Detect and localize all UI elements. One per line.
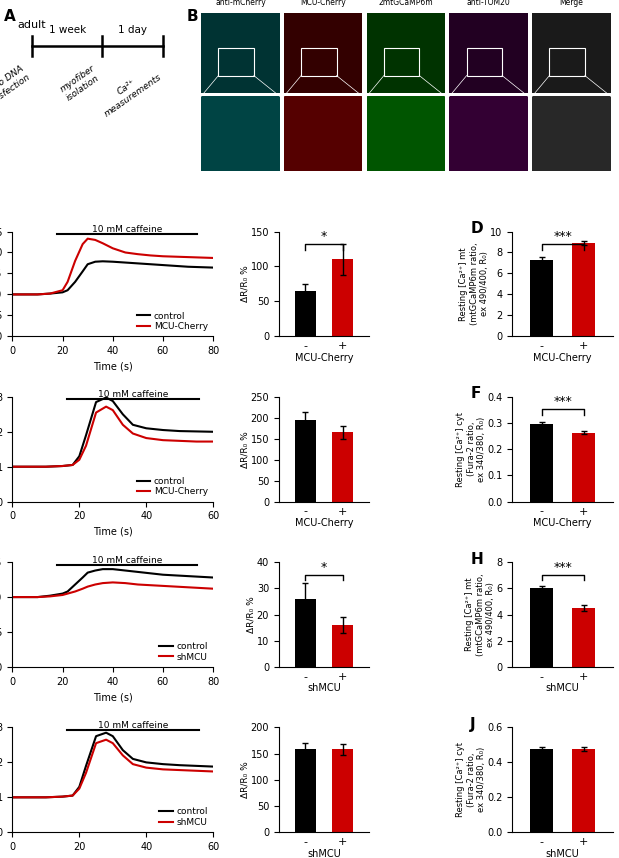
Text: *: *: [321, 561, 327, 574]
X-axis label: MCU-Cherry: MCU-Cherry: [534, 518, 592, 528]
X-axis label: MCU-Cherry: MCU-Cherry: [534, 353, 592, 363]
X-axis label: Time (s): Time (s): [93, 361, 132, 372]
Text: anti-mCherry: anti-mCherry: [215, 0, 266, 7]
Bar: [295, 749, 316, 832]
Bar: [530, 260, 553, 336]
Y-axis label: ΔR/R₀ %: ΔR/R₀ %: [240, 431, 249, 468]
Y-axis label: ΔR/R₀ %: ΔR/R₀ %: [240, 266, 249, 302]
X-axis label: shMCU: shMCU: [307, 683, 341, 693]
Bar: [332, 625, 353, 667]
Text: anti-TOM20: anti-TOM20: [467, 0, 511, 7]
Text: Ca²⁺
measurements: Ca²⁺ measurements: [96, 63, 163, 118]
Bar: [467, 48, 502, 76]
Text: H: H: [470, 552, 483, 566]
Text: myofiber
isolation: myofiber isolation: [58, 63, 102, 103]
X-axis label: Time (s): Time (s): [93, 527, 132, 537]
Text: A: A: [4, 9, 16, 23]
Text: adult: adult: [18, 20, 46, 30]
Bar: [295, 599, 316, 667]
Bar: [572, 608, 595, 667]
Bar: [332, 749, 353, 832]
Text: MCU-Cherry: MCU-Cherry: [300, 0, 346, 7]
Bar: [572, 432, 595, 502]
Y-axis label: ΔR/R₀ %: ΔR/R₀ %: [246, 596, 255, 633]
Bar: [384, 48, 419, 76]
Bar: [301, 48, 337, 76]
X-axis label: Time (s): Time (s): [93, 692, 132, 702]
Bar: [219, 48, 254, 76]
Text: ***: ***: [553, 396, 572, 408]
Bar: [295, 420, 316, 502]
Text: B: B: [187, 9, 198, 23]
Y-axis label: Resting [Ca²⁺] cyt
(Fura-2 ratio,
ex 340/380, R₀): Resting [Ca²⁺] cyt (Fura-2 ratio, ex 340…: [456, 742, 486, 818]
Bar: [332, 259, 353, 336]
Text: Merge: Merge: [560, 0, 583, 7]
Text: ***: ***: [553, 230, 572, 243]
X-axis label: MCU-Cherry: MCU-Cherry: [295, 353, 353, 363]
Bar: [332, 432, 353, 502]
X-axis label: shMCU: shMCU: [307, 849, 341, 858]
Y-axis label: Resting [Ca²⁺] cyt
(Fura-2 ratio,
ex 340/380, R₀): Resting [Ca²⁺] cyt (Fura-2 ratio, ex 340…: [456, 412, 486, 486]
Bar: [530, 749, 553, 832]
X-axis label: shMCU: shMCU: [546, 849, 579, 858]
Bar: [550, 48, 585, 76]
Y-axis label: Resting [Ca²⁺] mt
(mtGCaMP6m ratio,
ex 490/400, R₀): Resting [Ca²⁺] mt (mtGCaMP6m ratio, ex 4…: [459, 243, 489, 325]
Text: F: F: [470, 386, 480, 402]
Y-axis label: ΔR/R₀ %: ΔR/R₀ %: [240, 762, 249, 798]
Legend: control, shMCU: control, shMCU: [158, 807, 209, 828]
Legend: control, MCU-Cherry: control, MCU-Cherry: [136, 311, 209, 332]
Text: 2mtGCaMP6m: 2mtGCaMP6m: [379, 0, 433, 7]
Text: *: *: [321, 230, 327, 243]
Text: ***: ***: [553, 561, 572, 574]
Text: 1 week: 1 week: [48, 25, 86, 34]
Text: 1 day: 1 day: [118, 25, 147, 34]
Text: 10 mM caffeine: 10 mM caffeine: [92, 556, 162, 565]
Text: D: D: [470, 221, 483, 236]
Text: 10 mM caffeine: 10 mM caffeine: [92, 225, 162, 234]
Legend: control, shMCU: control, shMCU: [158, 641, 209, 662]
Bar: [572, 243, 595, 336]
Y-axis label: Resting [Ca²⁺] mt
(mtGCaMP6m ratio,
ex 490/400, R₀): Resting [Ca²⁺] mt (mtGCaMP6m ratio, ex 4…: [465, 573, 495, 656]
X-axis label: MCU-Cherry: MCU-Cherry: [295, 518, 353, 528]
Bar: [530, 589, 553, 667]
Bar: [295, 291, 316, 336]
Legend: control, MCU-Cherry: control, MCU-Cherry: [136, 476, 209, 497]
X-axis label: shMCU: shMCU: [546, 683, 579, 693]
Text: 10 mM caffeine: 10 mM caffeine: [98, 721, 168, 730]
Text: J: J: [470, 717, 476, 732]
Text: 10 mM caffeine: 10 mM caffeine: [98, 390, 168, 400]
Text: In vivo DNA
transfection: In vivo DNA transfection: [0, 63, 32, 111]
Bar: [530, 425, 553, 502]
Bar: [572, 749, 595, 832]
